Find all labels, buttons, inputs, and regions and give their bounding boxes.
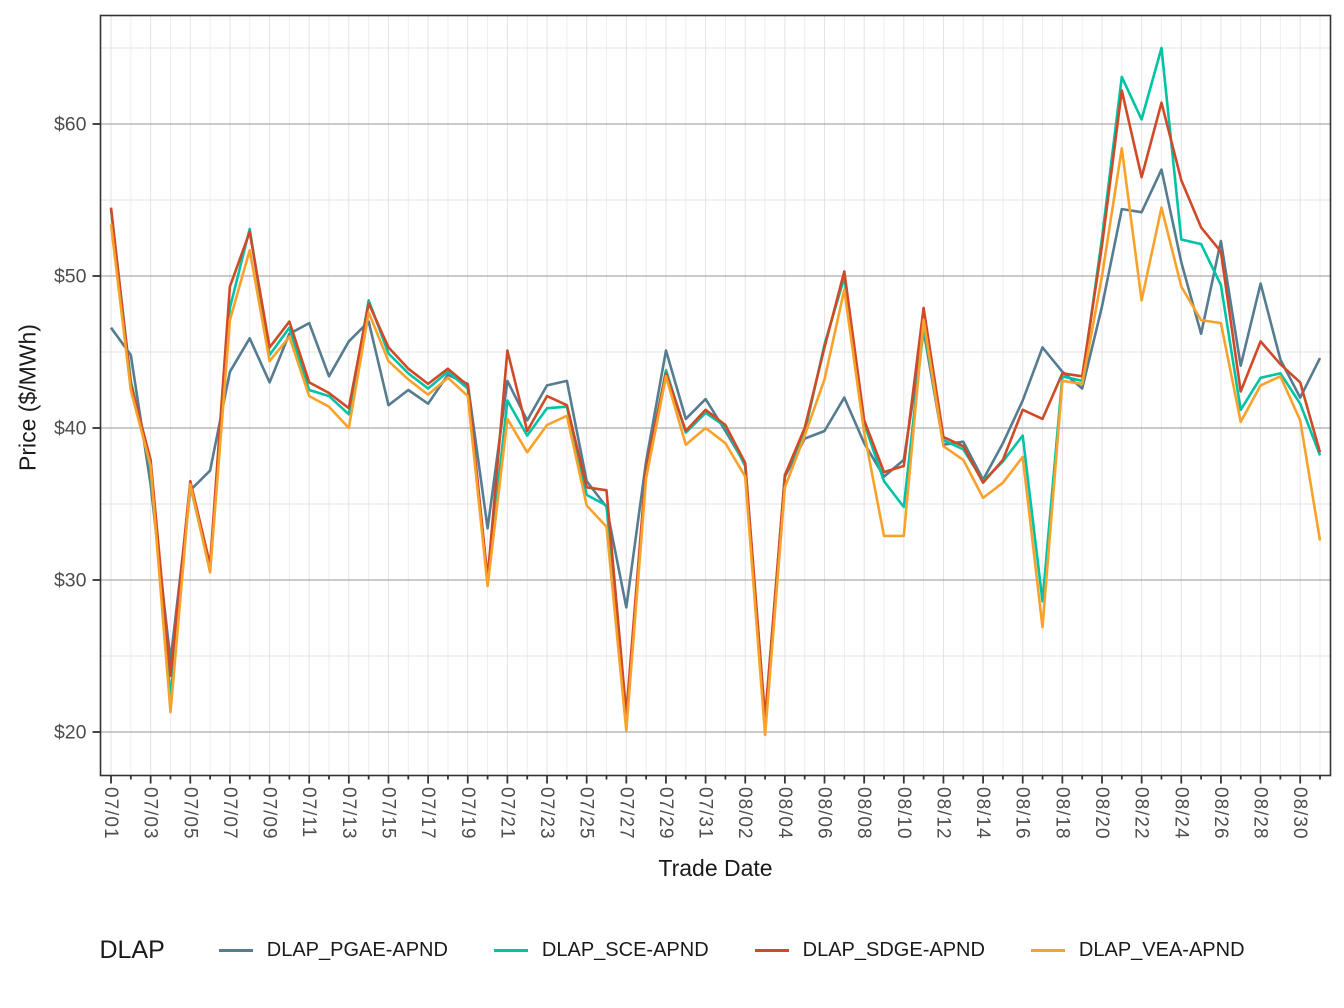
y-axis-title: Price ($/MWh) [14, 324, 41, 471]
legend-entry-DLAP_VEA-APND: DLAP_VEA-APND [1030, 939, 1245, 962]
legend: DLAP DLAP_PGAE-APND DLAP_SCE-APND DLAP_SDG… [0, 936, 1344, 965]
x-tick-label: 08/08 [853, 787, 875, 840]
legend-label: DLAP_VEA-APND [1078, 939, 1245, 961]
series-line-DLAP_SDGE-APND [109, 89, 1322, 720]
x-tick-label: 08/26 [1209, 787, 1231, 840]
x-tick-label: 08/22 [1130, 787, 1152, 840]
x-tick-label: 07/07 [218, 787, 240, 840]
legend-label: DLAP_PGAE-APND [266, 939, 448, 961]
x-tick-label: 08/12 [932, 787, 954, 840]
x-tick-label: 07/25 [575, 787, 597, 840]
series-line-DLAP_PGAE-APND [109, 168, 1322, 722]
legend-key-line-icon [1030, 949, 1065, 952]
y-tick-label: $50 [54, 266, 87, 288]
x-tick-label: 08/10 [892, 787, 914, 840]
x-tick-label: 08/30 [1289, 787, 1311, 840]
x-tick-label: 07/17 [417, 787, 439, 840]
x-tick-label: 07/31 [694, 787, 716, 840]
x-tick-label: 07/23 [536, 787, 558, 840]
plot-panel [100, 15, 1331, 776]
legend-title: DLAP [99, 936, 165, 964]
legend-label: DLAP_SCE-APND [541, 939, 709, 961]
x-tick-label: 08/04 [773, 787, 795, 840]
y-tick-label: $30 [54, 570, 87, 592]
x-tick-label: 08/02 [734, 787, 756, 840]
series-line-DLAP_VEA-APND [109, 147, 1322, 737]
x-tick-label: 08/20 [1091, 787, 1112, 840]
y-tick-label: $40 [54, 418, 87, 440]
series-line-DLAP_SCE-APND [109, 46, 1322, 729]
x-tick-label: 08/18 [1051, 787, 1073, 840]
x-tick-label: 07/19 [456, 787, 478, 840]
x-tick-label: 08/06 [813, 787, 835, 840]
x-tick-label: 07/05 [179, 787, 201, 840]
x-tick-label: 07/03 [139, 787, 161, 840]
legend-entry-DLAP_SCE-APND: DLAP_SCE-APND [493, 939, 709, 962]
legend-key-line-icon [493, 949, 528, 952]
x-tick-label: 07/27 [615, 787, 637, 840]
x-tick-label: 08/28 [1249, 787, 1271, 840]
x-tick-label: 07/09 [258, 787, 280, 840]
legend-label: DLAP_SDGE-APND [802, 939, 985, 961]
x-axis-title: Trade Date [658, 855, 773, 881]
x-tick-label: 08/16 [1011, 787, 1033, 840]
x-tick-label: 07/21 [496, 787, 518, 840]
legend-entry-DLAP_PGAE-APND: DLAP_PGAE-APND [218, 939, 448, 962]
x-tick-label: 07/13 [337, 787, 359, 840]
x-tick-label: 07/29 [654, 787, 676, 840]
panel-border [99, 14, 1332, 777]
x-tick-label: 07/15 [377, 787, 399, 840]
x-tick-label: 08/24 [1170, 787, 1192, 840]
x-tick-label: 08/14 [972, 787, 994, 840]
x-tick-label: 07/11 [298, 787, 320, 839]
x-tick-label: 07/01 [100, 787, 121, 840]
legend-key-line-icon [218, 949, 253, 952]
y-tick-label: $60 [54, 114, 87, 136]
y-tick-label: $20 [54, 722, 87, 744]
legend-entry-DLAP_SDGE-APND: DLAP_SDGE-APND [754, 939, 985, 962]
legend-key-line-icon [754, 949, 789, 952]
